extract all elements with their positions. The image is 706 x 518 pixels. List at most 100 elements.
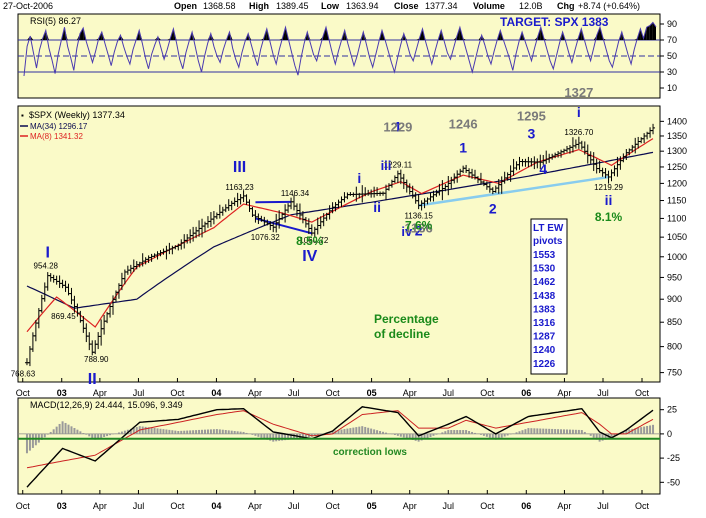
wave-label: 8.5%: [296, 234, 324, 248]
ohlc-bars: [24, 123, 656, 367]
wave-label: 2: [489, 201, 497, 217]
wave-label: I: [46, 245, 50, 262]
x-tick-label: 04: [211, 388, 221, 398]
y-tick-label: 1200: [667, 178, 687, 188]
open-value: 1368.58: [203, 1, 236, 11]
y-tick-label: 800: [667, 342, 682, 352]
rsi-label: RSI(5) 86.27: [30, 16, 81, 26]
ma34-label: MA(34) 1296.17: [30, 122, 88, 131]
wave-label: 1: [394, 119, 402, 135]
header: 27-Oct-2006 Open 1368.58 High 1389.45 Lo…: [3, 1, 640, 11]
x-tick-label: Apr: [403, 501, 417, 511]
wave-label: ii: [605, 192, 613, 208]
y-tick-label: 1150: [667, 196, 686, 206]
pivot-value: 1316: [533, 318, 556, 329]
rsi-overbought-segment: [64, 27, 68, 40]
header-date: 27-Oct-2006: [3, 1, 53, 11]
price-annotations: 768.63 954.28 869.45 788.90 1163.23 1146.34 10…: [11, 128, 624, 379]
price-annotation: 1326.70: [564, 128, 593, 137]
wave-label: 1295: [517, 109, 546, 124]
x-tick-label: 06: [521, 388, 531, 398]
rsi-y-tick-label: 10: [667, 83, 677, 93]
wave-label: 1229: [383, 120, 412, 135]
wave-label: ii: [373, 199, 381, 215]
y-tick-label: 1000: [667, 252, 687, 262]
target-label: TARGET: SPX 1383: [500, 15, 609, 29]
x-tick-label: Oct: [170, 501, 185, 511]
y-tick-label: 1350: [667, 131, 687, 141]
price-annotation: 1076.32: [251, 233, 280, 242]
macd-x-axis: Oct 03 Apr Jul Oct 04 Apr Jul Oct 05 Apr Jul Oct 06 Ap…: [16, 490, 650, 511]
x-tick-label: Apr: [403, 388, 417, 398]
y-tick-label: 1050: [667, 232, 687, 242]
wave-label: iv: [401, 224, 413, 239]
rsi-overbought-segment: [649, 22, 653, 40]
pivot-value: 1462: [533, 277, 556, 288]
pivot-value: 1530: [533, 264, 556, 275]
x-tick-label: Oct: [16, 501, 31, 511]
rsi-y-tick-label: 30: [667, 67, 677, 77]
pivot-value: 1553: [533, 250, 556, 261]
macd-y-tick-label: -50: [667, 477, 680, 487]
price-annotation: 768.63: [11, 370, 36, 379]
wave-label: III: [233, 159, 246, 176]
x-tick-label: Jul: [133, 501, 145, 511]
x-tick-label: Oct: [170, 388, 185, 398]
x-tick-label: Jul: [288, 388, 300, 398]
wave-label: IV: [302, 248, 317, 265]
wave-label: 1: [459, 139, 467, 155]
price-annotation: 788.90: [84, 355, 109, 364]
rsi-overbought-segment: [646, 25, 650, 40]
macd-line: [26, 406, 654, 488]
price-annotation: 869.45: [51, 312, 76, 321]
volume-label: Volume: [473, 1, 505, 11]
x-tick-label: Jul: [597, 501, 609, 511]
x-tick-label: Jul: [133, 388, 145, 398]
pivot-value: 1383: [533, 304, 556, 315]
x-tick-label: 03: [57, 501, 67, 511]
y-tick-label: 750: [667, 368, 682, 378]
x-tick-label: 05: [367, 501, 377, 511]
macd-panel: [17, 397, 661, 495]
y-tick-label: 950: [667, 272, 682, 282]
price-annotation: 1229.11: [384, 161, 413, 170]
wave-label: 7.6%: [405, 218, 433, 232]
price-label: $SPX (Weekly) 1377.34: [29, 110, 125, 120]
high-value: 1389.45: [276, 1, 309, 11]
low-value: 1363.94: [346, 1, 379, 11]
pct-decline-1: Percentage: [374, 312, 439, 326]
x-tick-label: Apr: [93, 501, 107, 511]
pivots-title-2: pivots: [533, 236, 563, 247]
price-annotation: 1163.23: [225, 183, 254, 192]
correction-lows-label: correction lows: [333, 447, 407, 458]
price-annotation: 1060.72: [299, 236, 328, 245]
ohlc-bar: [651, 123, 656, 135]
wave-label: i: [357, 170, 361, 186]
price-annotation: 954.28: [34, 262, 59, 271]
wave-label: 4: [539, 161, 547, 177]
x-tick-label: Oct: [326, 501, 341, 511]
y-tick-label: 1250: [667, 162, 687, 172]
price-annotation: 1219.29: [594, 183, 623, 192]
rsi-y-tick-label: 90: [667, 19, 677, 29]
x-tick-label: Apr: [248, 388, 262, 398]
x-tick-label: 04: [211, 501, 221, 511]
wave-label: 1136: [405, 220, 433, 235]
macd-y-tick-label: 25: [667, 405, 677, 415]
pivot-value: 1287: [533, 332, 556, 343]
x-tick-label: Oct: [635, 388, 650, 398]
price-annotation: 1136.15: [404, 211, 433, 220]
x-tick-label: Apr: [93, 388, 107, 398]
pivot-value: 1240: [533, 345, 556, 356]
macd-y-tick-label: -25: [667, 453, 680, 463]
x-tick-label: Jul: [597, 388, 609, 398]
wave-label: iii: [381, 158, 392, 173]
wave-label: 8.1%: [595, 210, 623, 224]
x-tick-label: Oct: [635, 501, 650, 511]
x-tick-label: 03: [57, 388, 67, 398]
wave-label: 2: [415, 222, 423, 238]
low-label: Low: [321, 1, 340, 11]
pivots-title-1: LT EW: [533, 223, 564, 234]
rsi-line: [23, 21, 657, 77]
